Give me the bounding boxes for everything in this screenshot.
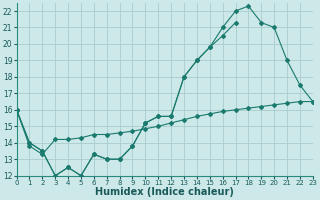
- X-axis label: Humidex (Indice chaleur): Humidex (Indice chaleur): [95, 187, 234, 197]
